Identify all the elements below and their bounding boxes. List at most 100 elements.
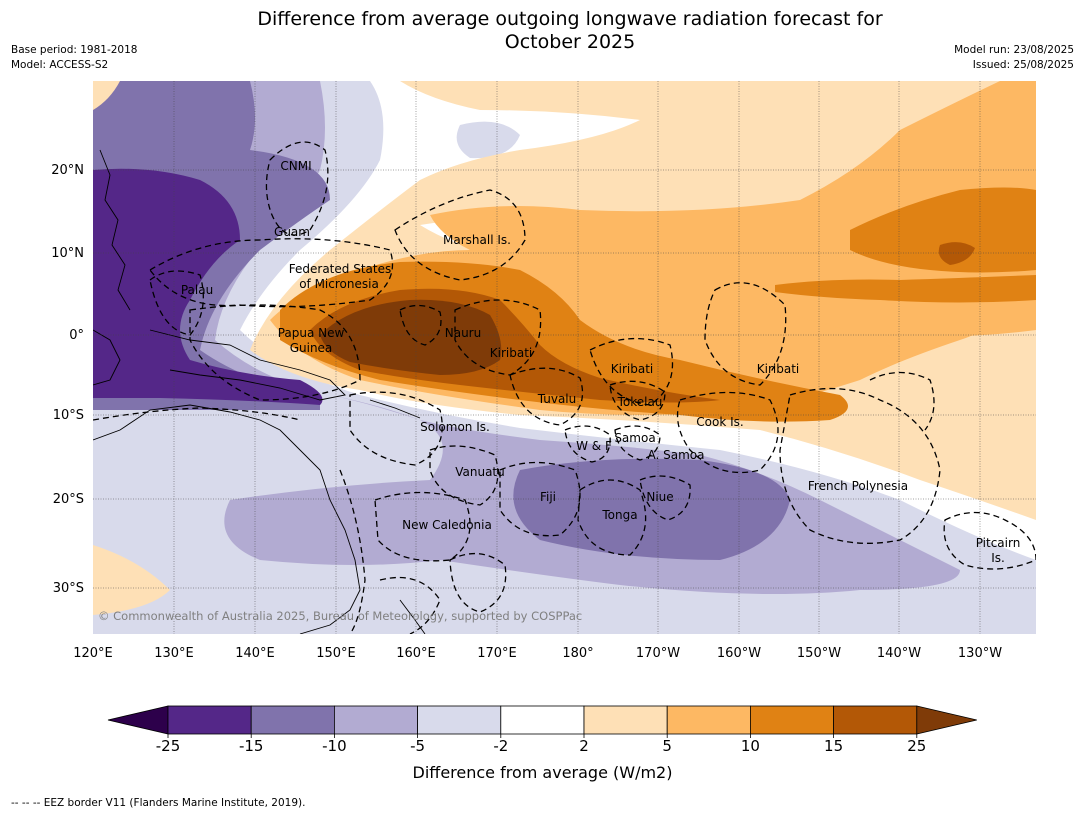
eez-micronesia	[149, 238, 394, 308]
colorbar-tick-label: -10	[322, 737, 347, 755]
latitude-tick-label: 30°S	[53, 581, 84, 596]
eez-nauru	[399, 304, 442, 346]
longitude-tick-label: 180°	[562, 646, 593, 661]
colorbar-segment	[250, 705, 335, 735]
longitude-tick-label: 140°E	[235, 646, 275, 661]
colorbar-tick-label: -5	[410, 737, 425, 755]
longitude-tick-label: 170°W	[636, 646, 680, 661]
region-label: W & F	[576, 439, 612, 453]
band-pos-2-5	[93, 81, 120, 110]
colorbar-segment	[750, 705, 835, 735]
region-label: Vanuatu	[455, 465, 505, 479]
longitude-labels: 120°E 130°E 140°E 150°E 160°E 170°E 180° 170°W 1…	[73, 646, 1002, 661]
eez-tuvalu	[509, 367, 584, 426]
region-label: Marshall Is.	[443, 233, 511, 247]
eez-tokelau	[609, 380, 666, 421]
band-pos-over-25	[320, 299, 502, 375]
chart-title: Difference from average outgoing longwav…	[0, 8, 1085, 54]
eez-cook	[676, 391, 779, 474]
model-run: Model run: 23/08/2025	[954, 44, 1074, 56]
region-label: of Micronesia	[299, 277, 379, 291]
meta-left: Base period: 1981-2018 Model: ACCESS-S2	[11, 43, 137, 73]
region-label: Kiribati	[757, 362, 799, 376]
region-label: Federated States	[289, 262, 391, 276]
colorbar-segment	[666, 705, 751, 735]
longitude-tick-label: 160°E	[396, 646, 436, 661]
region-label: Tokelau	[617, 395, 663, 409]
base-period: Base period: 1981-2018	[11, 44, 138, 56]
copyright-notice: © Commonwealth of Australia 2025, Bureau…	[98, 609, 582, 623]
band-pos-2-5-sw	[93, 545, 170, 615]
colorbar-tick-label: -2	[493, 737, 508, 755]
colorbar-segment	[417, 705, 502, 735]
region-label: Solomon Is.	[420, 420, 490, 434]
issued-date: Issued: 25/08/2025	[972, 59, 1074, 71]
longitude-tick-label: 170°E	[477, 646, 517, 661]
region-label: Tonga	[601, 508, 637, 522]
longitude-tick-label: 150°E	[316, 646, 356, 661]
colorbar: -25 -15 -10 -5 -2 2 5 10 15 25	[107, 705, 977, 755]
longitude-tick-label: 120°E	[73, 646, 113, 661]
colorbar-segment	[333, 705, 418, 735]
longitude-tick-label: 140°W	[877, 646, 921, 661]
region-label: Guinea	[290, 341, 333, 355]
longitude-tick-label: 130°W	[958, 646, 1002, 661]
eez-vanuatu	[429, 445, 499, 506]
band-pos-10-15-eq	[775, 275, 1036, 303]
latitude-tick-label: 20°N	[51, 163, 84, 178]
colorbar-segment	[167, 705, 252, 735]
region-label: Niue	[646, 490, 673, 504]
colorbar-segment	[500, 705, 585, 735]
region-label: Kiribati	[490, 346, 532, 360]
band-pos-10-15-ne	[850, 187, 1036, 273]
eez-marshall	[394, 189, 526, 281]
eez-w-and-f	[564, 425, 611, 463]
coastlines	[93, 149, 426, 634]
eez-nz	[379, 576, 441, 634]
eez-french-polynesia	[779, 387, 941, 544]
model-name: Model: ACCESS-S2	[11, 59, 109, 71]
eez-new-caledonia	[374, 491, 471, 562]
region-label: Pitcairn	[976, 536, 1021, 550]
band-neg-15-25	[93, 168, 323, 405]
eez-kiribati-west	[454, 299, 542, 376]
eez-samoa	[614, 425, 661, 461]
eez-png	[189, 304, 361, 401]
eez-cnmi	[265, 141, 329, 236]
colorbar-tick-label: 15	[824, 737, 843, 755]
coast-borneo	[93, 329, 121, 386]
latitude-tick-label: 10°N	[51, 246, 84, 261]
colorbar-tick-label: 25	[907, 737, 926, 755]
region-label: Cook Is.	[696, 415, 743, 429]
title-line-2: October 2025	[504, 31, 636, 53]
eez-kiribati-central	[589, 337, 674, 406]
region-label: Fiji	[540, 490, 556, 504]
eez-tonga	[577, 479, 647, 556]
colorbar-low-extend	[107, 705, 169, 735]
region-label: Nauru	[445, 326, 481, 340]
colorbar-segment	[833, 705, 918, 735]
eez-borders	[93, 141, 1036, 634]
region-label: Is.	[991, 551, 1005, 565]
longitude-tick-label: 150°W	[797, 646, 841, 661]
band-neg-2-5-upper	[456, 121, 520, 159]
eez-fiji	[499, 461, 581, 537]
coast-new-zealand	[399, 599, 426, 634]
eez-kermadec	[449, 553, 507, 613]
coast-australia	[93, 404, 361, 634]
graticule	[93, 81, 1036, 634]
coast-solomon	[369, 399, 421, 419]
coast-philippines	[99, 149, 131, 311]
colorbar-tick-label: -25	[156, 737, 181, 755]
colorbar-tick-label: 10	[741, 737, 760, 755]
eez-kiribati-east	[704, 282, 787, 386]
longitude-tick-label: 130°E	[154, 646, 194, 661]
latitude-tick-label: 0°	[69, 328, 84, 343]
coast-new-guinea	[149, 329, 346, 401]
region-label: A. Samoa	[648, 448, 705, 462]
title-line-1: Difference from average outgoing longwav…	[257, 8, 883, 30]
eez-footnote: -- -- -- EEZ border V11 (Flanders Marine…	[11, 797, 306, 809]
